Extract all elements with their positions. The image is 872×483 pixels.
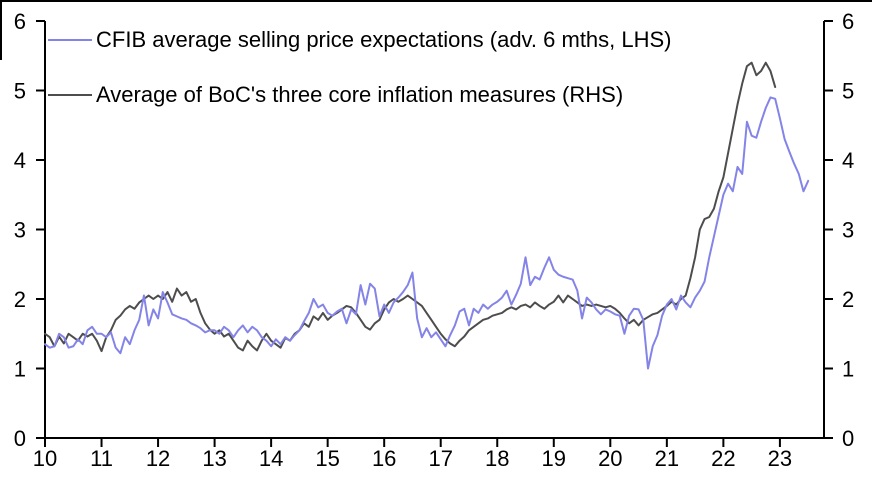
boc-series-line [44, 61, 777, 353]
y-tick-label-right: 3 [842, 218, 854, 243]
y-tick-label-right: 6 [842, 9, 854, 34]
x-tick-label: 20 [598, 446, 622, 471]
y-tick-label-left: 4 [14, 148, 26, 173]
x-tick-label: 18 [485, 446, 509, 471]
y-tick-label-left: 3 [14, 218, 26, 243]
x-tick-label: 11 [90, 446, 113, 471]
y-tick-label-left: 5 [14, 79, 26, 104]
x-tick-label: 17 [428, 446, 452, 471]
y-tick-label-left: 1 [14, 357, 26, 382]
x-tick-label: 21 [655, 446, 679, 471]
legend-label-boc: Average of BoC's three core inflation me… [96, 82, 624, 107]
frame-border-top [0, 0, 872, 2]
y-tick-label-right: 5 [842, 79, 854, 104]
x-tick-label: 15 [315, 446, 339, 471]
legend-line-cfib [48, 39, 92, 41]
frame-border-left [0, 0, 2, 60]
x-tick-label: 16 [372, 446, 396, 471]
y-tick-label-left: 2 [14, 287, 26, 312]
y-tick-label-right: 0 [842, 426, 854, 451]
y-tick-label-right: 4 [842, 148, 854, 173]
legend-label-cfib: CFIB average selling price expectations … [96, 27, 672, 52]
x-tick-label: 19 [542, 446, 566, 471]
x-tick-label: 22 [711, 446, 735, 471]
x-tick-label: 10 [33, 446, 57, 471]
legend-item-boc: Average of BoC's three core inflation me… [48, 82, 623, 108]
y-tick-label-right: 2 [842, 287, 854, 312]
x-tick-label: 14 [259, 446, 283, 471]
y-tick-label-left: 6 [14, 9, 26, 34]
x-tick-label: 13 [202, 446, 226, 471]
x-tick-label: 12 [146, 446, 170, 471]
cfib-series-line [44, 96, 810, 370]
y-tick-label-left: 0 [14, 426, 26, 451]
legend-line-boc [48, 94, 92, 96]
legend-item-cfib: CFIB average selling price expectations … [48, 27, 672, 53]
x-tick-label: 23 [768, 446, 792, 471]
y-tick-label-right: 1 [842, 357, 854, 382]
